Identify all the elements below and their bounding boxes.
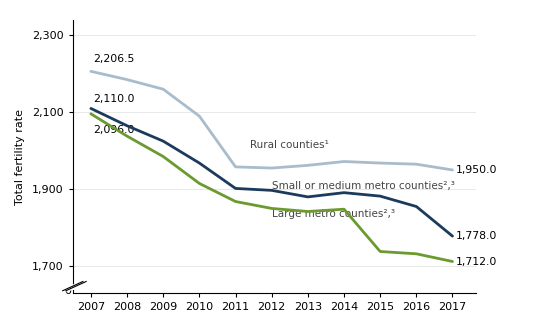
Text: Small or medium metro counties²,³: Small or medium metro counties²,³ <box>272 181 455 191</box>
Text: 2,206.5: 2,206.5 <box>93 54 134 64</box>
Text: Large metro counties²,³: Large metro counties²,³ <box>272 209 395 219</box>
Text: 2,110.0: 2,110.0 <box>93 94 134 104</box>
Text: Rural counties¹: Rural counties¹ <box>250 140 329 150</box>
Text: 0: 0 <box>64 286 71 296</box>
Text: 1,950.0: 1,950.0 <box>455 165 497 175</box>
Text: 2,096.0: 2,096.0 <box>93 125 134 135</box>
Text: 1,712.0: 1,712.0 <box>455 256 497 266</box>
Y-axis label: Total fertility rate: Total fertility rate <box>15 109 25 204</box>
Text: 1,778.0: 1,778.0 <box>455 231 497 241</box>
